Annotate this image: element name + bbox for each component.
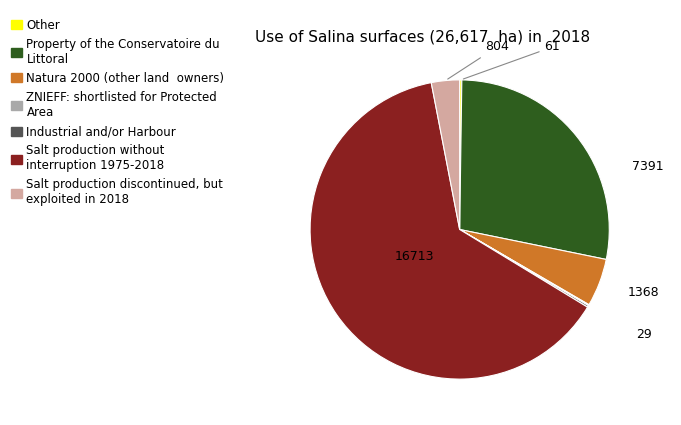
Wedge shape	[460, 230, 588, 307]
Wedge shape	[310, 82, 588, 379]
Wedge shape	[460, 230, 589, 306]
Text: 1368: 1368	[627, 286, 659, 299]
Wedge shape	[460, 80, 462, 230]
Wedge shape	[460, 80, 609, 259]
Text: Use of Salina surfaces (26,617  ha) in  2018: Use of Salina surfaces (26,617 ha) in 20…	[255, 30, 590, 45]
Text: 16713: 16713	[395, 250, 434, 263]
Text: 7391: 7391	[632, 160, 663, 173]
Text: 29: 29	[636, 328, 652, 341]
Legend: Other, Property of the Conservatoire du
Littoral, Natura 2000 (other land  owner: Other, Property of the Conservatoire du …	[11, 19, 225, 207]
Wedge shape	[460, 230, 606, 305]
Text: 61: 61	[463, 40, 560, 79]
Wedge shape	[431, 80, 460, 230]
Text: 804: 804	[447, 40, 509, 79]
